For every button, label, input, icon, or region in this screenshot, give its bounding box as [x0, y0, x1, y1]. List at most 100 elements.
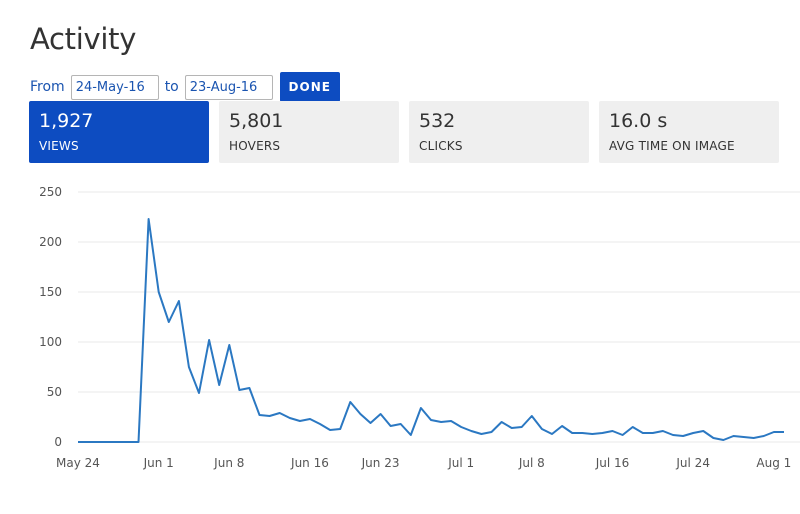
views-data-point — [752, 437, 754, 439]
views-data-point — [652, 432, 654, 434]
views-label: VIEWS — [39, 139, 79, 153]
views-data-point — [621, 434, 623, 436]
views-data-point — [188, 366, 190, 368]
page-title: Activity — [30, 22, 137, 56]
tab-hovers[interactable]: 5,801 HOVERS — [219, 101, 399, 163]
views-data-point — [500, 421, 502, 423]
x-tick-label: Jul 24 — [675, 456, 710, 470]
views-data-point — [662, 430, 664, 432]
x-tick-label: Jul 16 — [595, 456, 630, 470]
metric-tabs: 1,927 VIEWS 5,801 HOVERS 532 CLICKS 16.0… — [29, 101, 789, 163]
x-tick-label: May 24 — [56, 456, 100, 470]
views-data-point — [147, 218, 149, 220]
x-tick-label: Jun 16 — [290, 456, 329, 470]
views-data-point — [551, 433, 553, 435]
hovers-label: HOVERS — [229, 139, 281, 153]
views-data-point — [87, 441, 89, 443]
tab-clicks[interactable]: 532 CLICKS — [409, 101, 589, 163]
views-data-point — [279, 412, 281, 414]
views-data-point — [410, 434, 412, 436]
views-data-point — [591, 433, 593, 435]
y-tick-label: 100 — [39, 335, 62, 349]
from-date-input[interactable] — [70, 74, 159, 100]
views-data-point — [773, 431, 775, 433]
views-data-point — [208, 339, 210, 341]
views-data-point — [541, 428, 543, 430]
x-tick-label: Jul 8 — [518, 456, 545, 470]
y-tick-label: 200 — [39, 235, 62, 249]
to-date-input[interactable] — [184, 74, 273, 100]
views-data-point — [97, 441, 99, 443]
views-data-point — [430, 419, 432, 421]
views-data-point — [470, 430, 472, 432]
views-data-point — [117, 441, 119, 443]
views-data-point — [339, 428, 341, 430]
tab-avg-time[interactable]: 16.0 s AVG TIME ON IMAGE — [599, 101, 779, 163]
x-tick-label: Jun 23 — [361, 456, 400, 470]
views-data-point — [571, 432, 573, 434]
views-data-point — [238, 389, 240, 391]
views-data-point — [157, 291, 159, 293]
views-data-point — [601, 432, 603, 434]
views-data-point — [268, 415, 270, 417]
from-label: From — [30, 79, 65, 95]
views-data-point — [722, 439, 724, 441]
views-data-point — [672, 434, 674, 436]
views-data-point — [127, 441, 129, 443]
views-data-point — [510, 427, 512, 429]
views-data-point — [460, 426, 462, 428]
views-data-point — [420, 407, 422, 409]
views-data-point — [289, 417, 291, 419]
views-data-point — [702, 430, 704, 432]
views-data-point — [611, 430, 613, 432]
views-data-point — [329, 429, 331, 431]
x-tick-label: Jul 1 — [447, 456, 474, 470]
date-range-bar: From to DONE — [30, 72, 340, 102]
views-data-point — [258, 414, 260, 416]
views-data-point — [521, 426, 523, 428]
y-tick-label: 50 — [47, 385, 62, 399]
hovers-value: 5,801 — [229, 110, 284, 132]
views-data-point — [742, 436, 744, 438]
views-data-point — [369, 422, 371, 424]
views-data-point — [77, 441, 79, 443]
y-tick-label: 250 — [39, 185, 62, 199]
views-data-point — [349, 401, 351, 403]
avg-time-label: AVG TIME ON IMAGE — [609, 139, 735, 153]
to-label: to — [164, 79, 179, 95]
views-data-point — [400, 423, 402, 425]
views-data-point — [389, 425, 391, 427]
views-data-point — [712, 437, 714, 439]
views-data-point — [561, 425, 563, 427]
avg-time-value: 16.0 s — [609, 110, 668, 132]
views-data-point — [248, 387, 250, 389]
views-data-point — [137, 441, 139, 443]
x-tick-label: Aug 1 — [756, 456, 791, 470]
views-data-point — [299, 420, 301, 422]
views-data-point — [440, 421, 442, 423]
views-data-point — [783, 431, 785, 433]
done-button[interactable]: DONE — [279, 72, 340, 102]
views-data-point — [692, 432, 694, 434]
y-tick-label: 150 — [39, 285, 62, 299]
tab-views[interactable]: 1,927 VIEWS — [29, 101, 209, 163]
views-data-point — [168, 321, 170, 323]
views-series-line — [78, 218, 784, 443]
views-data-point — [228, 344, 230, 346]
clicks-value: 532 — [419, 110, 456, 132]
views-value: 1,927 — [39, 110, 94, 132]
views-data-point — [218, 384, 220, 386]
views-data-point — [379, 413, 381, 415]
views-data-point — [631, 426, 633, 428]
views-data-point — [682, 435, 684, 437]
views-data-point — [480, 433, 482, 435]
views-data-point — [319, 423, 321, 425]
clicks-label: CLICKS — [419, 139, 463, 153]
x-tick-label: Jun 1 — [143, 456, 174, 470]
views-data-point — [642, 432, 644, 434]
views-data-point — [581, 432, 583, 434]
views-data-point — [359, 413, 361, 415]
x-tick-label: Jun 8 — [213, 456, 244, 470]
views-data-point — [178, 300, 180, 302]
views-data-point — [309, 418, 311, 420]
